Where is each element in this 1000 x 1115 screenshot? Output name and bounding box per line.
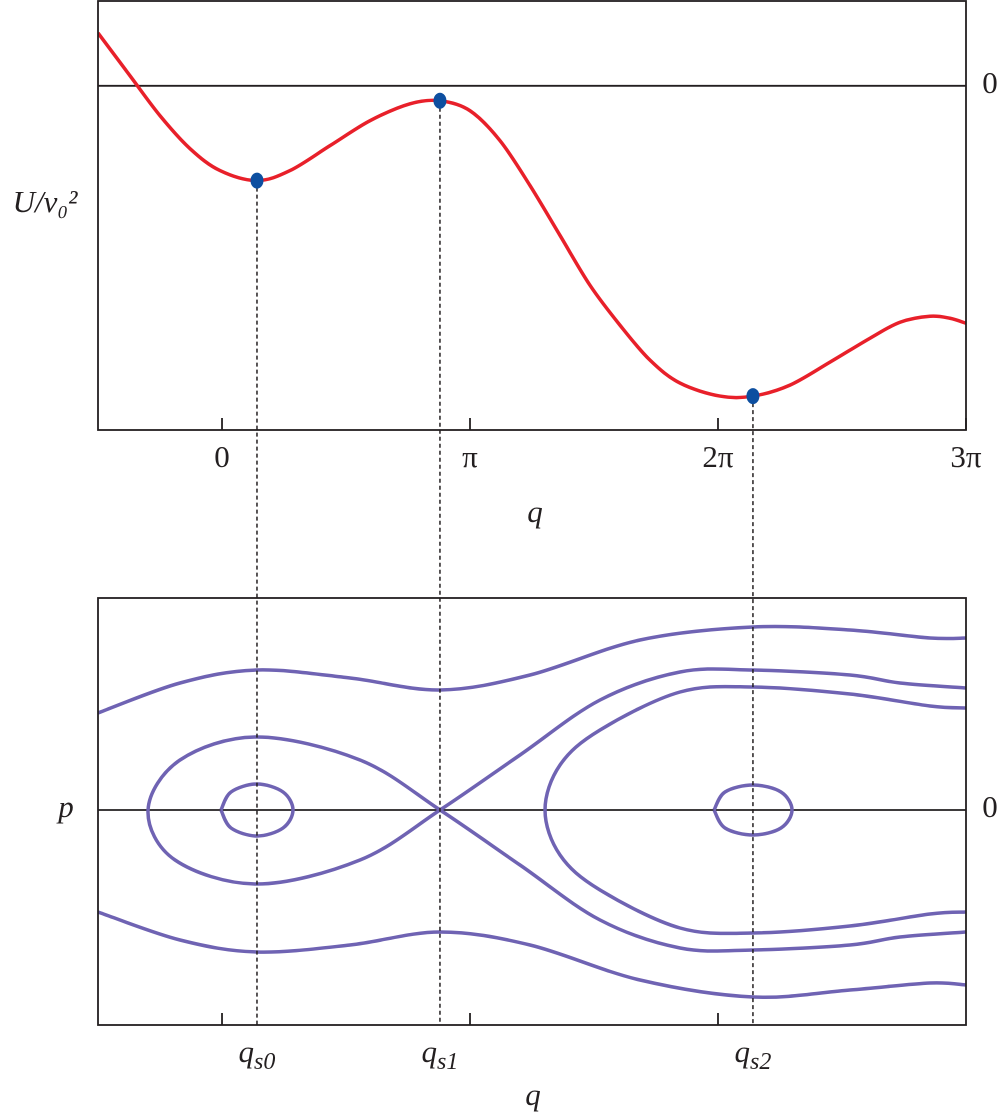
x-tick-label: qs2 <box>735 1034 772 1074</box>
x-axis-label: q <box>527 494 543 529</box>
phase-trajectory <box>543 684 966 936</box>
curve-group <box>98 624 966 715</box>
stationary-point <box>746 388 760 405</box>
curve-group <box>98 31 966 400</box>
x-tick-label: 2π <box>702 439 734 474</box>
phase-trajectory <box>98 910 966 1000</box>
phase-trajectory <box>712 783 794 837</box>
x-tick-label: qs1 <box>422 1034 459 1074</box>
plot-frame <box>97 0 967 431</box>
y-axis-label: U/v₀² <box>13 184 79 219</box>
phase-trajectory <box>146 667 966 953</box>
potential-curve <box>98 31 966 400</box>
stationary-point <box>250 172 264 189</box>
stationary-point <box>433 92 447 109</box>
curve-group <box>98 910 966 1000</box>
x-tick-label: 3π <box>950 439 982 474</box>
plot-frame <box>97 597 967 1026</box>
phase-trajectory <box>98 624 966 715</box>
x-tick-label: qs0 <box>239 1034 276 1074</box>
y-tick-label: 0 <box>982 789 998 824</box>
curve-group <box>219 782 295 838</box>
curve-group <box>543 684 966 936</box>
curve-group <box>146 667 966 953</box>
phase-trajectory <box>219 782 295 838</box>
curve-group <box>712 783 794 837</box>
y-axis-label: p <box>56 789 74 824</box>
y-tick-label: 0 <box>982 65 998 100</box>
x-axis-label: q <box>525 1077 541 1112</box>
x-tick-label: 0 <box>214 439 230 474</box>
x-tick-label: π <box>462 439 478 474</box>
